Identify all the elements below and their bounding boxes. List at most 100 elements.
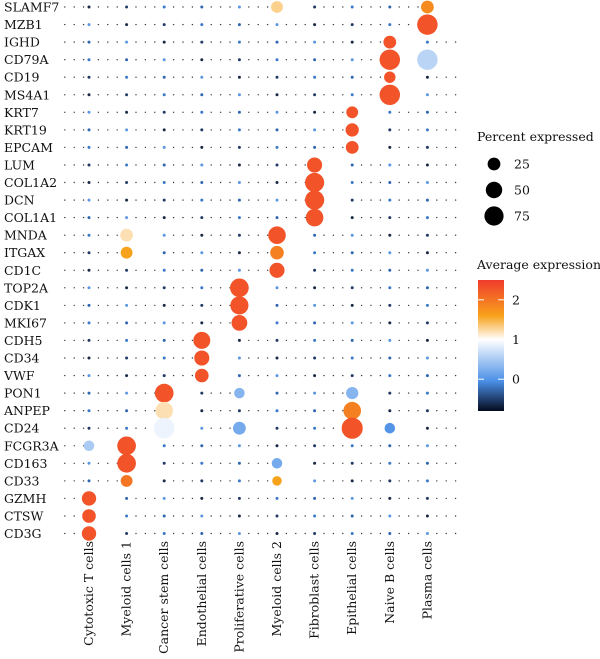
background-dot — [388, 514, 392, 518]
background-dot — [87, 356, 91, 360]
grid-dot — [135, 410, 137, 412]
grid-dot — [445, 480, 447, 482]
grid-dot — [360, 497, 363, 500]
grid-dot — [266, 497, 269, 500]
grid-dot — [219, 322, 222, 324]
grid-dot — [266, 146, 269, 149]
grid-dot — [417, 181, 419, 184]
grid-dot — [342, 339, 344, 342]
grid-dot — [73, 164, 75, 166]
grid-dot — [370, 181, 372, 184]
grid-dot — [379, 41, 382, 43]
grid-dot — [97, 199, 100, 201]
size-legend-dot — [484, 206, 504, 226]
grid-dot — [219, 287, 222, 289]
grid-dot — [295, 357, 297, 359]
grid-dot — [210, 23, 212, 26]
grid-dot — [436, 445, 438, 447]
grid-dot — [172, 339, 175, 342]
background-dot — [425, 374, 429, 378]
background-dot — [388, 444, 392, 448]
grid-dot — [360, 304, 363, 307]
background-dot — [162, 58, 166, 62]
grid-dot — [295, 322, 297, 324]
data-point — [154, 383, 174, 403]
grid-dot — [332, 111, 335, 114]
grid-dot — [436, 76, 438, 78]
grid-dot — [97, 304, 100, 307]
grid-dot — [360, 216, 363, 219]
cell-type-label: Epithelial cells — [344, 541, 359, 635]
grid-dot — [116, 181, 118, 184]
background-dot — [388, 5, 392, 9]
background-dot — [237, 58, 241, 62]
data-point — [345, 141, 359, 154]
background-dot — [425, 409, 429, 413]
cell-type-label: Myeloid cells 1 — [119, 541, 134, 637]
data-point — [194, 350, 210, 366]
grid-dot — [285, 322, 288, 324]
grid-dot — [407, 146, 410, 149]
grid-dot — [370, 269, 372, 271]
grid-dot — [64, 94, 66, 96]
grid-dot — [210, 445, 212, 447]
grid-dot — [172, 515, 175, 517]
grid-dot — [82, 269, 85, 271]
grid-dot — [323, 497, 325, 500]
background-dot — [275, 409, 279, 413]
grid-dot — [248, 164, 250, 166]
grid-dot — [82, 181, 85, 184]
grid-dot — [454, 339, 457, 342]
grid-dot — [360, 287, 363, 289]
grid-dot — [436, 252, 438, 254]
grid-dot — [417, 357, 419, 359]
size-legend-dot — [487, 157, 501, 171]
grid-dot — [454, 392, 457, 394]
data-point — [345, 123, 359, 137]
grid-dot — [332, 374, 335, 377]
gene-label: MNDA — [4, 228, 48, 243]
grid-dot — [360, 76, 363, 78]
grid-dot — [407, 164, 410, 166]
grid-dot — [144, 427, 147, 429]
grid-dot — [97, 6, 100, 8]
grid-dot — [379, 234, 382, 236]
grid-dot — [135, 304, 137, 307]
grid-dot — [342, 322, 344, 324]
background-dot — [275, 321, 279, 325]
background-dot — [313, 444, 317, 448]
grid-dot — [295, 76, 297, 78]
grid-dot — [398, 287, 400, 289]
grid-dot — [219, 164, 222, 166]
background-dot — [425, 75, 429, 79]
background-dot — [162, 338, 166, 342]
grid-dot — [379, 497, 382, 500]
grid-dot — [229, 41, 231, 43]
grid-dot — [154, 164, 156, 166]
grid-dot — [97, 111, 100, 114]
grid-dot — [379, 515, 382, 517]
grid-dot — [116, 357, 118, 359]
background-dot — [313, 409, 317, 413]
grid-dot — [229, 252, 231, 254]
grid-dot — [191, 269, 194, 271]
data-point — [120, 228, 133, 242]
grid-dot — [370, 199, 372, 201]
grid-dot — [210, 480, 212, 482]
grid-dot — [454, 216, 457, 219]
grid-dot — [445, 76, 447, 78]
grid-dot — [304, 304, 306, 307]
background-dot — [275, 145, 279, 149]
grid-dot — [360, 252, 363, 254]
background-dot — [237, 461, 241, 465]
grid-dot — [172, 252, 175, 254]
grid-dot — [172, 216, 175, 219]
color-legend-tick-label: 2 — [512, 292, 520, 307]
grid-dot — [266, 234, 269, 236]
grid-dot — [172, 462, 175, 464]
background-dot — [125, 268, 129, 272]
gene-label: CD163 — [4, 456, 47, 471]
background-dot — [200, 444, 204, 448]
background-dot — [350, 514, 354, 518]
grid-dot — [417, 462, 419, 464]
